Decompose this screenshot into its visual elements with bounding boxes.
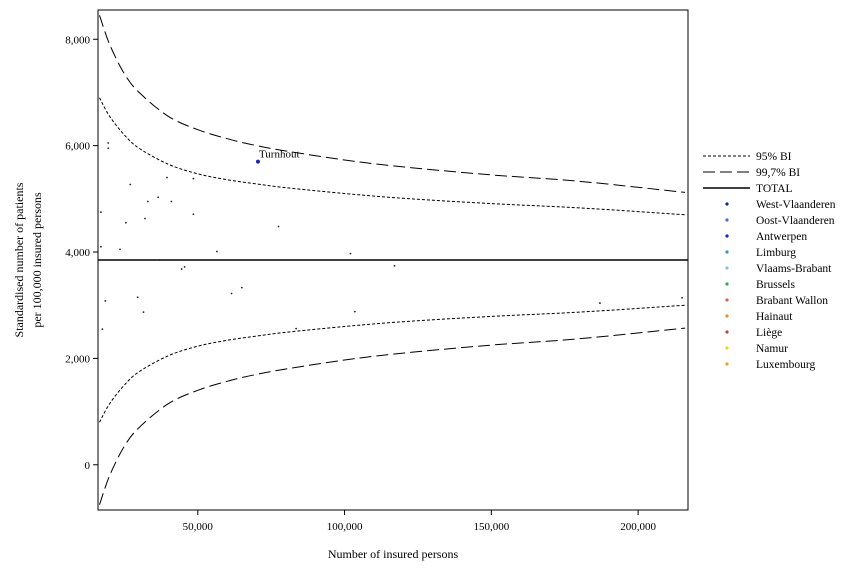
data-point <box>170 200 173 203</box>
x-tick-label: 50,000 <box>183 521 214 533</box>
x-axis: 50,000 100,000 150,000 200,000 <box>183 510 656 533</box>
data-points <box>100 142 684 331</box>
highlight-group: Turnhout <box>255 149 300 164</box>
legend-label: Antwerpen <box>756 231 807 243</box>
data-point <box>295 327 298 330</box>
legend-marker <box>725 202 729 206</box>
data-point <box>124 221 127 224</box>
legend-label: Brussels <box>756 279 796 291</box>
data-point <box>192 213 195 216</box>
legend-label: Hainaut <box>756 311 793 323</box>
legend-marker <box>725 282 729 286</box>
x-axis-title: Number of insured persons <box>328 547 459 561</box>
data-point <box>393 264 396 267</box>
y-tick-label: 6,000 <box>65 141 90 153</box>
legend-label: Luxembourg <box>756 359 815 371</box>
data-point <box>599 302 601 304</box>
data-point <box>166 176 168 179</box>
legend-label: West-Vlaanderen <box>756 199 836 211</box>
band-997-lower <box>99 327 686 505</box>
legend-label: Namur <box>756 343 788 355</box>
legend-marker <box>725 346 729 350</box>
legend-label: Limburg <box>756 247 796 259</box>
data-point <box>353 310 356 313</box>
data-point <box>157 196 160 199</box>
y-axis-title-line-2: per 100,000 insured persons <box>30 192 44 328</box>
band-997-upper <box>99 15 686 193</box>
y-tick-label: 8,000 <box>65 34 90 46</box>
x-tick-label: 100,000 <box>327 521 363 533</box>
y-tick-label: 0 <box>85 460 91 472</box>
data-point <box>215 250 218 253</box>
data-point <box>349 252 352 255</box>
y-tick-label: 2,000 <box>65 353 90 365</box>
legend-label: Oost-Vlaanderen <box>756 215 835 227</box>
confidence-bands <box>99 15 686 505</box>
data-point <box>107 142 110 144</box>
legend-label: 95% BI <box>756 151 792 163</box>
legend-label: TOTAL <box>756 183 793 195</box>
data-point <box>104 300 107 302</box>
legend-marker <box>725 362 729 366</box>
data-point <box>129 183 132 186</box>
legend-label: Liège <box>756 327 782 339</box>
data-point <box>180 268 183 270</box>
y-tick-label: 4,000 <box>65 247 90 259</box>
data-point <box>100 245 102 248</box>
band-95-upper <box>99 97 686 216</box>
data-point <box>147 200 149 203</box>
y-axis-title: Standardised number of patients <box>12 182 26 337</box>
data-point <box>183 266 186 268</box>
band-95-lower <box>99 304 686 423</box>
data-point <box>142 311 145 314</box>
data-point <box>119 248 121 251</box>
data-point <box>192 177 195 180</box>
data-point <box>101 328 104 331</box>
data-point <box>277 225 280 228</box>
legend-marker <box>725 330 729 334</box>
legend-marker <box>725 314 729 318</box>
x-tick-label: 200,000 <box>620 521 656 533</box>
data-point <box>240 286 243 289</box>
legend: 95% BI 99,7% BI TOTAL West-Vlaanderen Oost-V… <box>703 151 836 371</box>
data-point <box>136 296 139 299</box>
legend-label: 99,7% BI <box>756 167 800 179</box>
legend-marker <box>725 218 729 222</box>
data-point <box>107 147 110 150</box>
legend-marker <box>725 250 729 254</box>
legend-marker <box>725 298 729 302</box>
data-point <box>100 211 102 214</box>
x-tick-label: 150,000 <box>473 521 509 533</box>
y-axis: 0 2,000 4,000 6,000 8,000 <box>65 34 98 472</box>
highlight-point <box>255 159 260 164</box>
data-point <box>681 296 684 299</box>
data-point <box>144 217 146 220</box>
data-point <box>158 259 161 261</box>
legend-label: Brabant Wallon <box>756 295 828 307</box>
legend-marker <box>725 234 729 238</box>
data-point <box>230 292 233 295</box>
highlight-label: Turnhout <box>259 149 300 161</box>
legend-marker <box>725 266 729 270</box>
legend-label: Vlaams-Brabant <box>756 263 832 275</box>
